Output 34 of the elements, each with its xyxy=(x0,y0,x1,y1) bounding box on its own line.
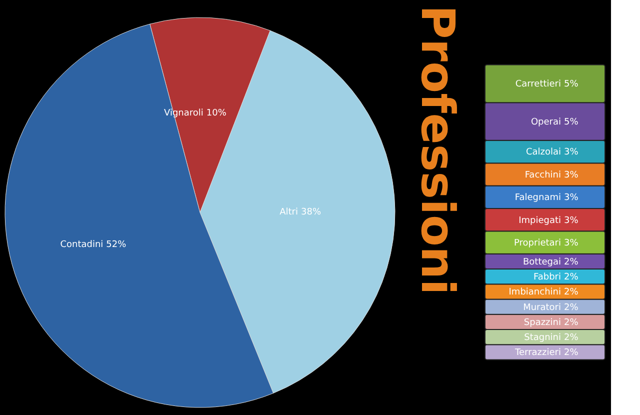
text: Professioni xyxy=(411,5,465,295)
series-label: Proprietari xyxy=(514,238,561,249)
series-label: Stagnini xyxy=(524,333,561,344)
data-label: 3% xyxy=(564,170,579,180)
series-label: Muratori xyxy=(523,302,561,313)
series-label: Terrazzieri xyxy=(514,348,561,358)
series-label: Facchini xyxy=(524,170,561,180)
data-label: 10% xyxy=(206,108,227,119)
data-label: 5% xyxy=(564,80,579,90)
series-label: Falegnami xyxy=(514,193,561,204)
data-label: 5% xyxy=(564,117,579,128)
data-label: 2% xyxy=(564,257,579,268)
data-label: 2% xyxy=(564,302,579,313)
data-label: 3% xyxy=(564,238,579,249)
data-label: 2% xyxy=(564,348,579,358)
series-label: Impiegati xyxy=(518,216,561,226)
series-label: Fabbri xyxy=(534,272,561,283)
data-label: 2% xyxy=(564,288,579,298)
slice-label: Altri xyxy=(280,208,298,218)
series-label: Spazzini xyxy=(524,318,561,328)
series-label: Bottegai xyxy=(522,257,561,268)
data-label: 38% xyxy=(300,208,322,218)
slice-label: Contadini xyxy=(60,240,104,250)
series-label: Carrettieri xyxy=(515,80,561,90)
data-label: 3% xyxy=(564,216,579,226)
data-label: 2% xyxy=(564,272,579,283)
data-label: 2% xyxy=(564,318,579,328)
data-label: 3% xyxy=(564,193,579,204)
series-label: Calzolai xyxy=(526,148,561,158)
data-label: 52% xyxy=(106,240,127,250)
data-label: 3% xyxy=(564,148,579,158)
series-label: Imbianchini xyxy=(508,288,561,298)
series-label: Operai xyxy=(530,117,561,128)
data-label: 2% xyxy=(564,333,579,344)
